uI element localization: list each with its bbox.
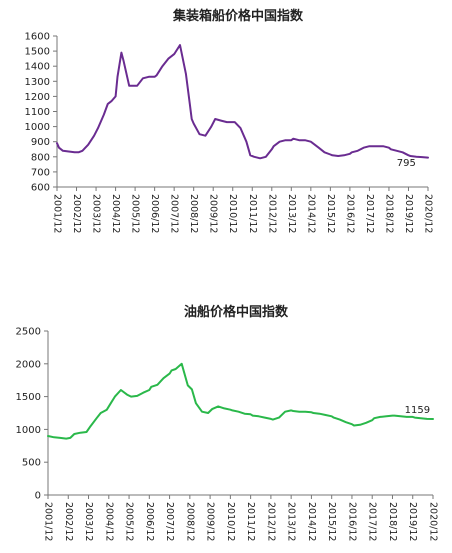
x-tick-label: 2002/12 <box>71 194 82 233</box>
x-tick-label: 2004/12 <box>103 502 114 541</box>
y-tick-label: 1300 <box>25 77 50 88</box>
end-value-label: 795 <box>397 158 416 169</box>
x-tick-label: 2004/12 <box>110 194 121 233</box>
y-tick-label: 1600 <box>25 32 50 43</box>
x-tick-label: 2014/12 <box>305 194 316 233</box>
x-tick-label: 2014/12 <box>306 502 317 541</box>
x-tick-label: 2009/12 <box>208 194 219 233</box>
x-tick-label: 2012/12 <box>265 502 276 541</box>
x-tick-label: 2020/12 <box>428 502 439 541</box>
x-tick-label: 2008/12 <box>188 194 199 233</box>
y-tick-label: 700 <box>31 167 50 178</box>
x-tick-label: 2016/12 <box>346 502 357 541</box>
x-tick-label: 2009/12 <box>205 502 216 541</box>
x-tick-label: 2012/12 <box>266 194 277 233</box>
x-tick-label: 2013/12 <box>286 194 297 233</box>
x-tick-label: 2007/12 <box>169 194 180 233</box>
x-tick-label: 2018/12 <box>387 502 398 541</box>
x-tick-label: 2003/12 <box>83 502 94 541</box>
x-tick-label: 2010/12 <box>227 194 238 233</box>
end-value-label: 1159 <box>405 405 430 416</box>
x-tick-label: 2019/12 <box>403 194 414 233</box>
y-tick-label: 1200 <box>25 92 50 103</box>
x-tick-label: 2002/12 <box>63 502 74 541</box>
series-line-1 <box>47 362 434 440</box>
x-tick-label: 2017/12 <box>364 194 375 233</box>
y-tick-label: 1400 <box>25 62 50 73</box>
x-tick-label: 2008/12 <box>184 502 195 541</box>
x-tick-label: 2003/12 <box>91 194 102 233</box>
x-tick-label: 2016/12 <box>344 194 355 233</box>
x-tick-label: 2020/12 <box>423 194 434 233</box>
y-tick-label: 2000 <box>16 359 41 370</box>
x-tick-label: 2019/12 <box>407 502 418 541</box>
x-tick-label: 2011/12 <box>245 502 256 541</box>
x-tick-label: 2013/12 <box>286 502 297 541</box>
x-tick-label: 2007/12 <box>164 502 175 541</box>
x-tick-label: 2005/12 <box>124 502 135 541</box>
series-line-1 <box>56 44 429 160</box>
x-tick-label: 2006/12 <box>144 502 155 541</box>
chart-title: 油船价格中国指数 <box>184 304 289 320</box>
x-tick-label: 2017/12 <box>367 502 378 541</box>
chart-2: 油船价格中国指数 0 500 1000 1500 2000 2500 2001/12 2002/… <box>16 304 439 541</box>
y-tick-label: 1100 <box>25 107 50 118</box>
x-tick-label: 2010/12 <box>225 502 236 541</box>
x-tick-label: 2006/12 <box>149 194 160 233</box>
y-tick-label: 800 <box>31 152 50 163</box>
y-tick-label: 600 <box>31 183 50 194</box>
x-tick-label: 2015/12 <box>325 194 336 233</box>
x-tick-label: 2001/12 <box>43 502 54 541</box>
x-tick-label: 2015/12 <box>326 502 337 541</box>
chart-title: 集装箱船价格中国指数 <box>172 8 304 24</box>
y-tick-label: 900 <box>31 137 50 148</box>
y-tick-label: 2500 <box>16 327 41 338</box>
x-tick-label: 2011/12 <box>247 194 258 233</box>
x-tick-label: 2005/12 <box>130 194 141 233</box>
x-tick-label: 2001/12 <box>52 194 63 233</box>
y-tick-label: 1000 <box>25 122 50 133</box>
y-tick-label: 1000 <box>16 425 41 436</box>
chart-1: 集装箱船价格中国指数 600 700 800 900 1000 1100 1200 1300 14… <box>25 8 434 233</box>
y-tick-label: 500 <box>22 458 41 469</box>
x-tick-label: 2018/12 <box>383 194 394 233</box>
y-tick-label: 1500 <box>16 392 41 403</box>
y-tick-label: 1500 <box>25 47 50 58</box>
y-tick-label: 0 <box>35 491 41 502</box>
